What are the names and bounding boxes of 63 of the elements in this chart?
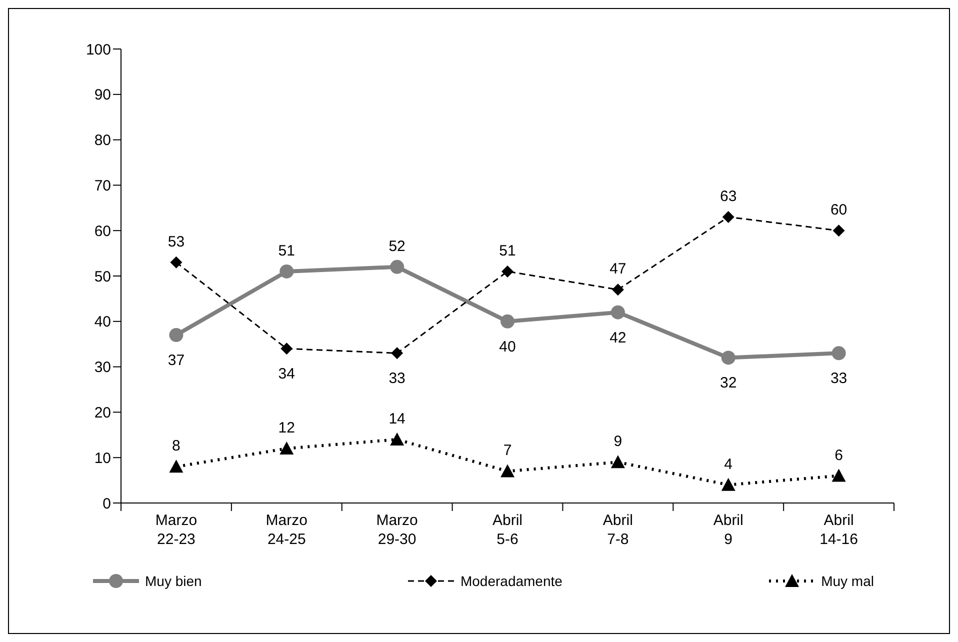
y-tick-label: 70	[94, 178, 111, 195]
legend-label: Muy mal	[821, 573, 874, 589]
point	[612, 284, 624, 296]
x-tick-label: Abril 5-6	[492, 512, 523, 548]
point	[502, 265, 514, 278]
data-label: 6	[834, 446, 843, 464]
y-tick-label: 80	[94, 132, 111, 150]
y-tick-label: 90	[94, 86, 111, 104]
point	[721, 350, 736, 365]
data-label: 33	[830, 370, 848, 388]
y-tick-label: 0	[102, 495, 111, 512]
data-label: 14	[388, 410, 406, 428]
point	[832, 224, 845, 237]
data-label: 40	[499, 338, 516, 356]
y-tick-label: 50	[94, 268, 111, 286]
data-label: 51	[278, 242, 295, 260]
y-tick-label: 40	[94, 314, 111, 331]
x-tick-label: Marzo 24-25	[266, 512, 308, 548]
point	[280, 342, 293, 355]
point	[169, 460, 184, 473]
data-label: 12	[278, 420, 295, 437]
data-label: 52	[388, 238, 406, 255]
point	[610, 455, 625, 468]
point	[391, 347, 404, 360]
x-tick-label: Marzo 29-30	[376, 512, 418, 548]
point	[500, 464, 514, 478]
x-tick-label: Abril 14-16	[820, 512, 858, 548]
data-label: 7	[503, 442, 512, 460]
x-tick-label: Marzo 22-23	[155, 512, 198, 548]
data-label: 33	[388, 370, 406, 388]
point	[390, 432, 404, 446]
y-tick-label: 10	[94, 450, 111, 467]
data-label: 51	[499, 242, 516, 260]
data-label: 60	[830, 202, 848, 219]
point	[722, 210, 734, 223]
point	[169, 328, 184, 342]
x-tick-label: Abril 9	[713, 512, 744, 548]
data-label: 4	[724, 456, 733, 473]
point	[832, 346, 846, 360]
point	[280, 264, 294, 278]
x-tick-label: Abril 7-8	[602, 512, 633, 548]
legend-label: Moderadamente	[460, 573, 562, 589]
point	[610, 305, 625, 320]
point	[721, 478, 736, 491]
data-label: 63	[720, 188, 737, 205]
data-label: 34	[278, 366, 295, 383]
data-label: 32	[720, 374, 737, 392]
y-tick-label: 30	[94, 359, 111, 376]
y-tick-label: 20	[94, 404, 111, 422]
data-label: 53	[168, 233, 185, 250]
data-label: 37	[168, 352, 185, 370]
y-tick-label: 100	[86, 41, 111, 58]
point	[390, 260, 404, 274]
data-label: 8	[172, 438, 180, 455]
point	[280, 442, 294, 455]
point	[170, 256, 182, 268]
data-label: 42	[610, 329, 626, 346]
data-label: 47	[610, 260, 626, 278]
y-tick-label: 60	[94, 222, 111, 240]
point	[832, 468, 846, 482]
point	[500, 314, 514, 328]
legend-label: Muy bien	[145, 573, 202, 589]
data-label: 9	[614, 433, 622, 450]
